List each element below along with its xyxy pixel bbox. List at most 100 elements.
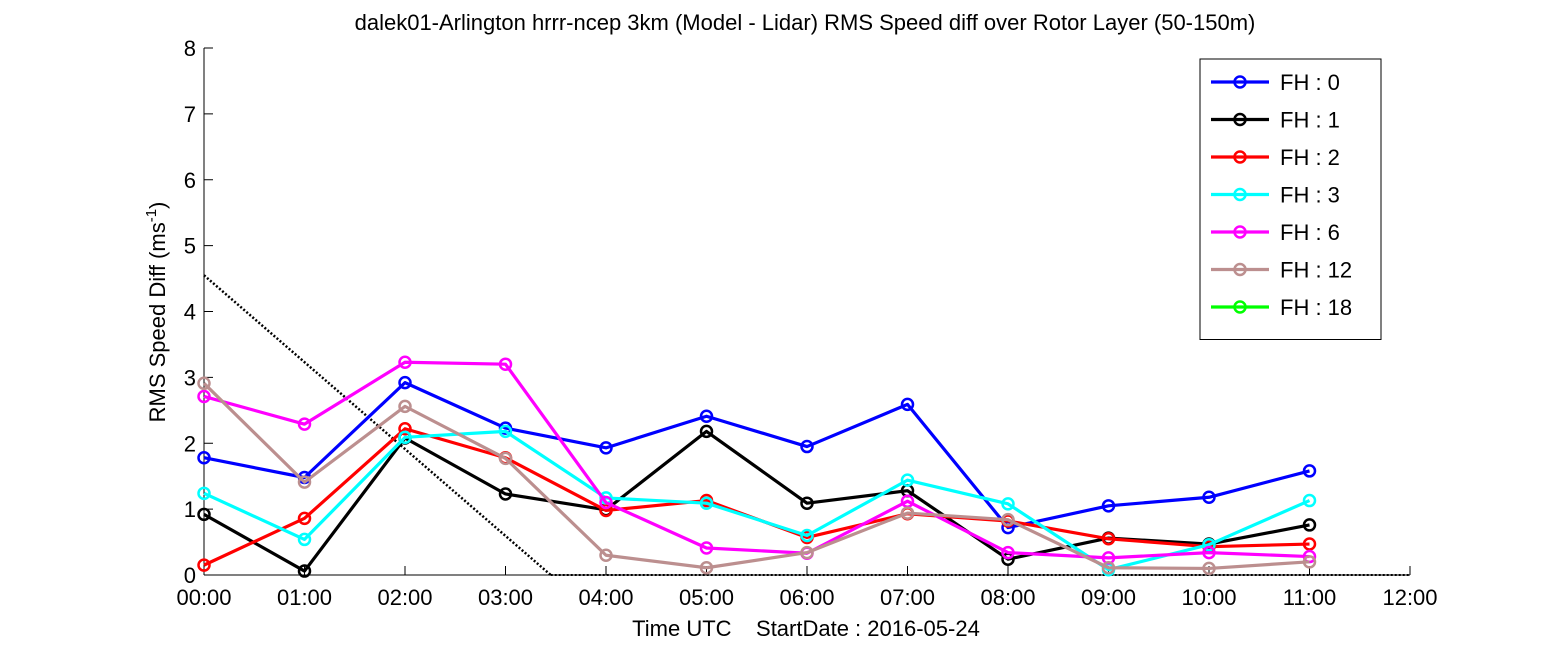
data-point	[1302, 537, 1317, 551]
data-point	[1101, 532, 1116, 546]
data-point	[197, 558, 211, 572]
legend-swatch-marker	[1233, 112, 1247, 127]
legend-swatch-marker	[1233, 187, 1247, 202]
data-point	[1202, 545, 1216, 560]
series-3	[197, 424, 1317, 577]
data-point	[297, 511, 312, 526]
y-tick-label: 8	[184, 36, 196, 61]
data-point	[1302, 493, 1317, 508]
series-line	[203, 429, 1311, 572]
data-point	[1302, 464, 1317, 478]
legend-swatch-marker	[1233, 225, 1247, 239]
legend-label: FH : 0	[1280, 70, 1340, 95]
series-5	[197, 376, 1317, 576]
x-tick-label: 04:00	[578, 585, 633, 610]
data-point	[699, 496, 714, 510]
data-point	[699, 409, 714, 423]
series-line	[202, 382, 1310, 571]
y-tick-label: 3	[184, 365, 196, 390]
legend-item: FH : 6	[1211, 220, 1340, 245]
legend-swatch-marker	[1233, 300, 1247, 314]
x-tick-label: 09:00	[1081, 585, 1136, 610]
legend-label: FH : 6	[1280, 220, 1340, 245]
y-axis-label-main: RMS Speed Diff (ms	[145, 222, 170, 422]
legend-label: FH : 1	[1280, 108, 1340, 133]
data-point	[1202, 537, 1216, 552]
data-point	[599, 441, 613, 455]
x-axis-label: Time UTC StartDate : 2016-05-24	[632, 616, 980, 641]
tick-labels: 0 1 2 3 4 5 6 7 8 00:00 01:00 02:00 03:00 04:00 05:00 0…	[176, 36, 1437, 610]
data-point	[197, 389, 211, 404]
y-tick-label: 1	[184, 497, 196, 522]
x-tick-label: 03:00	[478, 585, 533, 610]
series-0	[197, 375, 1317, 535]
data-point	[1202, 561, 1216, 576]
data-point	[1001, 545, 1015, 560]
series-line	[203, 427, 1310, 567]
data-point	[1001, 512, 1015, 527]
x-tick-label: 11:00	[1283, 585, 1336, 610]
data-point	[498, 487, 513, 501]
data-point	[398, 422, 412, 436]
series-line	[203, 360, 1310, 560]
legend-box	[1199, 58, 1382, 340]
x-tick-label: 05:00	[679, 585, 734, 610]
series-2	[197, 422, 1317, 572]
data-point	[699, 541, 714, 555]
data-point	[900, 473, 915, 487]
data-point	[398, 375, 412, 390]
legend-item: FH : 12	[1211, 258, 1352, 283]
legend: FH : 0 FH : 1 FH : 2 FH : 3 FH : 6 FH : 12 FH …	[1199, 58, 1382, 340]
y-axis-label: RMS Speed Diff (ms-1)	[143, 202, 170, 423]
legend-swatch-marker	[1233, 150, 1247, 164]
data-point	[1001, 497, 1015, 511]
legend-label: FH : 3	[1280, 183, 1340, 208]
legend-label: FH : 2	[1280, 145, 1340, 170]
reference-line-layer	[203, 274, 1410, 576]
data-point	[599, 503, 613, 518]
data-point	[297, 417, 312, 431]
data-point	[1302, 518, 1317, 532]
x-tick-label: 06:00	[779, 585, 834, 610]
legend-item: FH : 0	[1211, 70, 1340, 95]
x-tick-label: 12:00	[1382, 585, 1437, 610]
data-point	[900, 397, 915, 412]
data-point	[297, 564, 312, 578]
data-point	[1101, 499, 1116, 513]
data-point	[498, 357, 513, 371]
data-point	[1302, 555, 1317, 569]
legend-item: FH : 1	[1211, 108, 1340, 133]
data-point	[800, 439, 814, 454]
data-point	[197, 376, 211, 391]
data-point	[197, 450, 211, 465]
legend-swatch-marker	[1233, 262, 1247, 277]
y-tick-label: 2	[184, 431, 196, 456]
data-point	[800, 496, 814, 510]
x-tick-label: 01:00	[277, 585, 332, 610]
legend-swatch-marker	[1233, 75, 1247, 89]
data-point	[1101, 561, 1116, 575]
data-point	[699, 561, 714, 575]
x-tick-label: 08:00	[980, 585, 1035, 610]
x-tick-label: 07:00	[880, 585, 935, 610]
y-tick-label: 0	[184, 563, 196, 588]
data-point	[398, 399, 412, 414]
x-tick-label: 00:00	[176, 585, 231, 610]
y-tick-label: 6	[184, 168, 196, 193]
data-point	[800, 545, 814, 560]
legend-item: FH : 2	[1211, 145, 1340, 170]
legend-item: FH : 3	[1211, 183, 1340, 208]
y-axis-label-end: )	[145, 202, 170, 209]
chart-title: dalek01-Arlington hrrr-ncep 3km (Model -…	[355, 10, 1256, 35]
legend-label: FH : 18	[1280, 295, 1352, 320]
data-point	[1202, 490, 1216, 505]
data-point	[498, 424, 513, 439]
series-layer	[197, 355, 1317, 578]
series-line	[203, 381, 1310, 530]
reference-dotted-line	[203, 274, 552, 576]
data-point	[699, 424, 714, 439]
y-tick-label: 4	[184, 300, 196, 325]
y-axis-label-superscript: -1	[143, 209, 160, 222]
data-point	[900, 506, 915, 520]
y-tick-label: 5	[184, 234, 196, 259]
